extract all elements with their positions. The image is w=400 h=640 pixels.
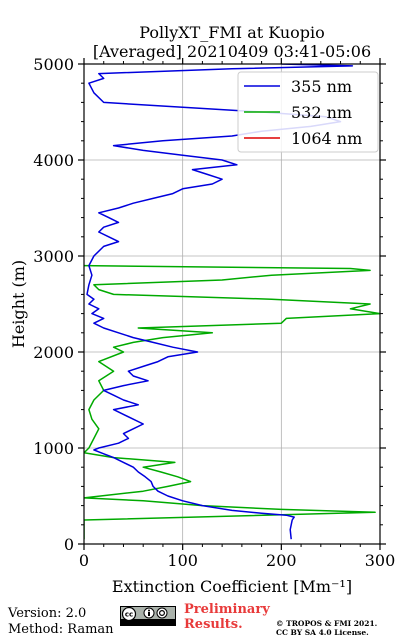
y-tick-label: 2000 xyxy=(33,343,74,362)
plot-area-frame xyxy=(83,63,381,545)
preliminary-line-1: Preliminary xyxy=(184,602,270,617)
legend: 355 nm 532 nm 1064 nm xyxy=(237,71,379,153)
x-axis-label: Extinction Coefficient [Mm⁻¹] xyxy=(112,577,352,596)
copyright-line-1: © TROPOS & FMI 2021. xyxy=(276,619,378,628)
copyright-line-2: CC BY SA 4.0 License. xyxy=(276,628,369,637)
legend-box xyxy=(237,71,379,153)
y-tick-label: 4000 xyxy=(33,151,74,170)
x-tick-label: 0 xyxy=(79,551,89,570)
x-tick-label: 100 xyxy=(167,551,198,570)
series-line-355-nm xyxy=(86,64,354,540)
y-tick-label: 3000 xyxy=(33,247,74,266)
x-tick-label: 200 xyxy=(266,551,297,570)
x-tick-label: 300 xyxy=(365,551,396,570)
version-text: Version: 2.0 xyxy=(8,606,87,621)
svg-text:cc: cc xyxy=(125,611,133,619)
y-tick-label: 0 xyxy=(64,535,74,554)
y-tick-label: 1000 xyxy=(33,439,74,458)
legend-label-532: 532 nm xyxy=(291,103,352,122)
preliminary-notice: Preliminary Results. xyxy=(184,602,270,632)
y-axis-label: Height (m) xyxy=(9,260,28,348)
copyright-notice: © TROPOS & FMI 2021. CC BY SA 4.0 Licens… xyxy=(276,619,377,637)
y-tick-label: 5000 xyxy=(33,55,74,74)
legend-label-1064: 1064 nm xyxy=(291,129,362,148)
cc-by-sa-logo: cc xyxy=(120,606,176,626)
extinction-profile-chart: PollyXT_FMI at Kuopio [Averaged] 2021040… xyxy=(9,23,395,596)
method-text: Method: Raman xyxy=(8,622,114,637)
legend-label-355: 355 nm xyxy=(291,77,352,96)
series-lines xyxy=(84,64,380,540)
chart-subtitle: [Averaged] 20210409 03:41-05:06 xyxy=(93,42,371,61)
chart-title: PollyXT_FMI at Kuopio xyxy=(139,23,325,42)
series-line-532-nm xyxy=(84,264,380,540)
preliminary-line-2: Results. xyxy=(184,617,243,632)
